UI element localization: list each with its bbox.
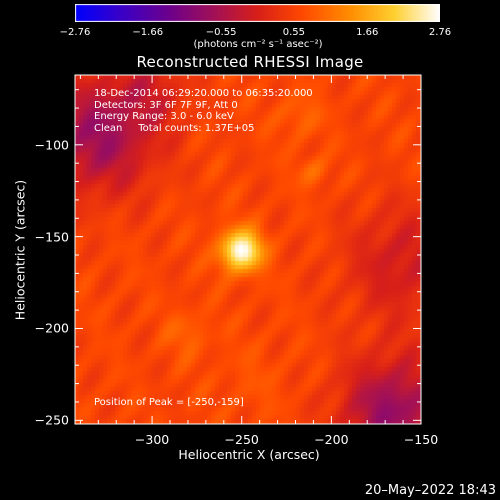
colorbar-tick-label: −0.55 bbox=[205, 27, 237, 38]
y-tick-label: −250 bbox=[34, 412, 69, 428]
colorbar-tick-label: 0.55 bbox=[282, 27, 305, 38]
colorbar-tick-label: 1.66 bbox=[356, 27, 379, 38]
y-tick-label: −150 bbox=[34, 229, 69, 245]
info-energy-range: Energy Range: 3.0 - 6.0 keV bbox=[94, 111, 234, 122]
x-tick-label: −200 bbox=[314, 432, 349, 447]
colorbar-tick-label: −1.66 bbox=[132, 27, 164, 38]
info-clean-counts: Clean Total counts: 1.37E+05 bbox=[94, 122, 255, 134]
colorbar-tick-label: −2.76 bbox=[59, 27, 91, 38]
chart-title: Reconstructed RHESSI Image bbox=[136, 53, 364, 71]
info-time-range: 18-Dec-2014 06:29:20.000 to 06:35:20.000 bbox=[94, 88, 313, 99]
x-tick-label: −300 bbox=[134, 432, 170, 447]
colorbar bbox=[75, 4, 440, 22]
x-axis-label: Heliocentric X (arcsec) bbox=[178, 447, 320, 462]
peak-position-label: Position of Peak = [-250,-159] bbox=[94, 397, 244, 408]
render-timestamp: 20–May–2022 18:43 bbox=[364, 483, 496, 498]
x-tick-label: −150 bbox=[403, 432, 439, 447]
colorbar-tick-label: 2.76 bbox=[428, 27, 452, 38]
y-axis-label: Heliocentric Y (arcsec) bbox=[12, 179, 28, 321]
colorbar-units: (photons cm⁻² s⁻¹ asec⁻²) bbox=[193, 39, 323, 50]
x-tick-label: −250 bbox=[224, 432, 259, 447]
info-detectors: Detectors: 3F 6F 7F 9F, Att 0 bbox=[94, 99, 238, 111]
y-tick-label: −200 bbox=[34, 320, 69, 336]
y-tick-label: −100 bbox=[34, 137, 69, 153]
